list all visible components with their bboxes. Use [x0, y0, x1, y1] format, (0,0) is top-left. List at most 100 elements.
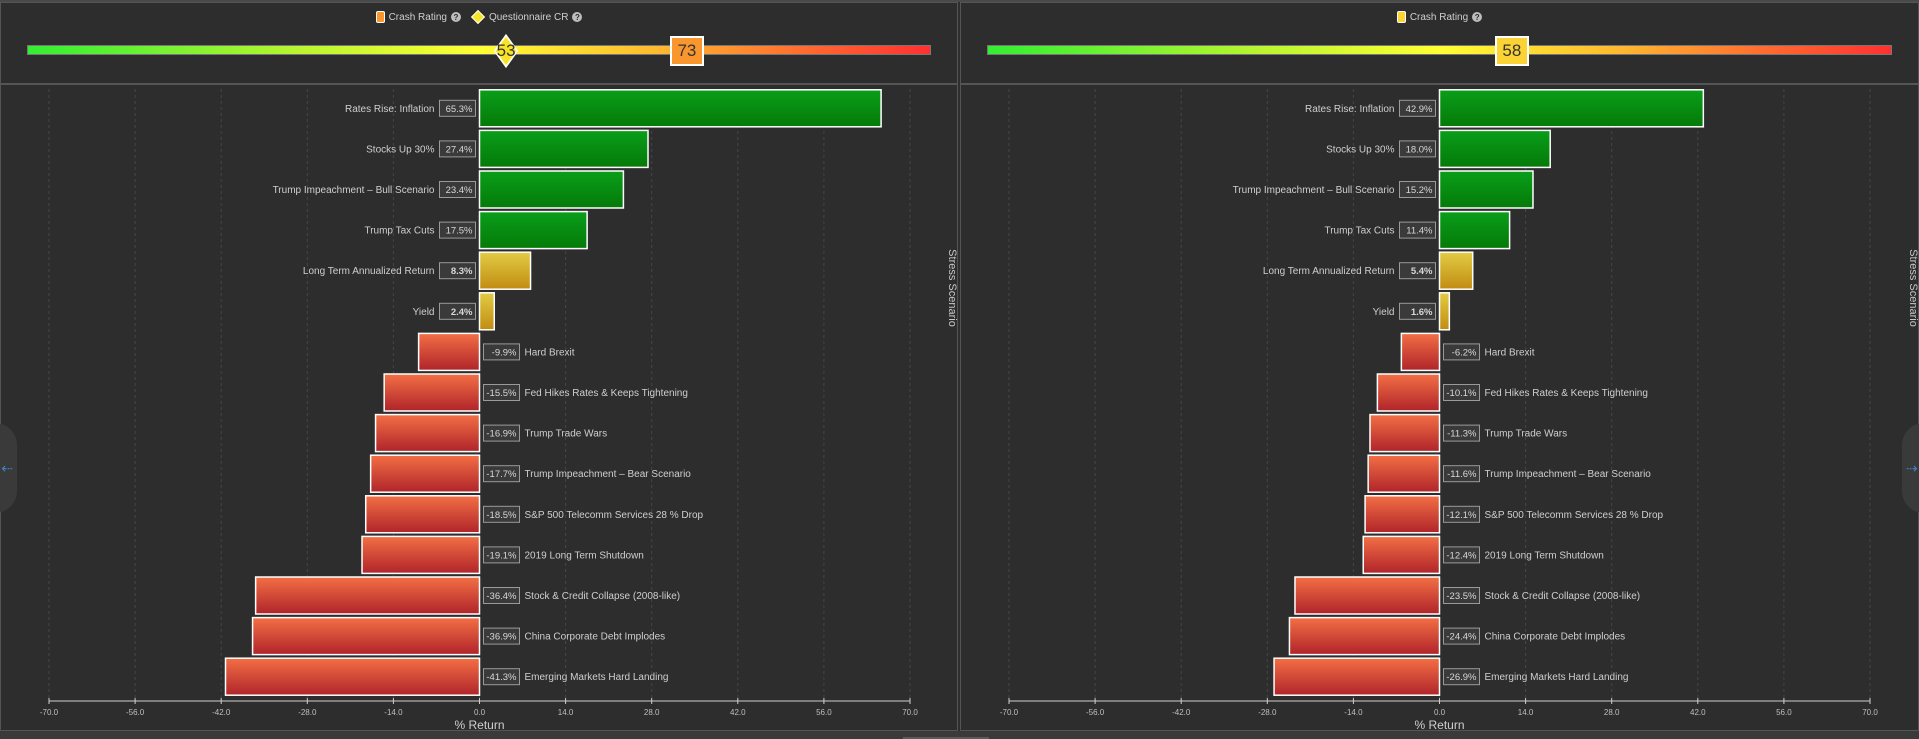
bar[interactable] — [361, 535, 481, 575]
x-tick-label: -70.0 — [40, 708, 59, 717]
horizontal-scrollbar[interactable] — [0, 731, 1919, 739]
bar[interactable] — [1376, 373, 1441, 412]
bar[interactable] — [1438, 89, 1705, 128]
questionnaire-cr-marker[interactable]: 53 — [488, 33, 524, 69]
bar[interactable] — [1288, 616, 1441, 656]
help-icon[interactable]: ? — [572, 12, 583, 22]
value-label-box — [1399, 181, 1436, 198]
value-label-box — [1443, 465, 1480, 483]
value-label: -11.6% — [1447, 469, 1477, 480]
x-tick-label: 28.0 — [1604, 708, 1620, 717]
x-tick-label: -14.0 — [384, 708, 403, 717]
value-label: -10.1% — [1446, 388, 1477, 399]
value-label-box — [1399, 262, 1436, 280]
arrow-left-icon: ⇠ — [1, 459, 13, 476]
value-label-box — [1443, 343, 1480, 361]
value-label: 17.5% — [446, 226, 473, 237]
bar[interactable] — [478, 292, 496, 331]
marker-value: 53 — [496, 41, 516, 60]
category-label: Emerging Markets Hard Landing — [525, 672, 669, 683]
value-label-box — [439, 302, 476, 320]
legend-label: Crash Rating — [1409, 11, 1469, 23]
value-label-box — [439, 181, 476, 198]
bar[interactable] — [374, 413, 481, 453]
stress-scenario-chart: -70.0 -56.0 -42.0 -28.0 -14.0 0.0 14.0 28.0 42.0… — [1000, 89, 1919, 732]
legend-item-crash-rating[interactable]: Crash Rating ? — [375, 11, 461, 23]
bar[interactable] — [1273, 657, 1441, 696]
value-label: 18.0% — [1406, 144, 1433, 155]
value-label: 2.4% — [451, 307, 473, 318]
bar[interactable] — [1367, 454, 1441, 493]
help-icon[interactable]: ? — [450, 12, 461, 22]
x-tick-label: 56.0 — [1776, 708, 1792, 717]
x-tick-label: 42.0 — [730, 708, 746, 717]
category-label: Long Term Annualized Return — [303, 266, 435, 277]
value-label: 15.2% — [1406, 185, 1433, 196]
bar[interactable] — [1438, 170, 1534, 209]
y-axis-title: Stress Scenario — [1907, 249, 1919, 327]
legend-label: Crash Rating — [388, 11, 447, 23]
value-label: -15.5% — [486, 388, 517, 399]
bar[interactable] — [478, 170, 625, 209]
x-axis-title: % Return — [454, 718, 504, 732]
legend-label: Questionnaire CR — [488, 11, 569, 23]
next-button[interactable]: ⇢ — [1902, 423, 1919, 513]
bar[interactable] — [251, 616, 481, 656]
bar[interactable] — [1294, 576, 1441, 615]
bar[interactable] — [478, 89, 882, 128]
bar[interactable] — [254, 576, 481, 615]
bar[interactable] — [1400, 332, 1441, 372]
bar-row: -12.4% 2019 Long Term Shutdown — [1362, 535, 1604, 575]
category-label: Trump Impeachment – Bull Scenario — [273, 185, 435, 196]
bar[interactable] — [417, 332, 481, 372]
y-axis-title: Stress Scenario — [946, 249, 958, 327]
bar[interactable] — [1438, 129, 1551, 169]
x-tick-label: -56.0 — [1086, 708, 1105, 717]
bar-row: -23.5% Stock & Credit Collapse (2008-like… — [1294, 576, 1640, 615]
bar[interactable] — [1438, 251, 1474, 290]
value-label: 27.4% — [446, 144, 473, 155]
legend: Crash Rating ? — [961, 11, 1918, 23]
category-label: Fed Hikes Rates & Keeps Tightening — [1485, 388, 1648, 399]
value-label: 42.9% — [1406, 104, 1433, 115]
value-label-box — [439, 221, 476, 239]
legend-item-questionnaire-cr[interactable]: Questionnaire CR ? — [470, 9, 583, 25]
category-label: 2019 Long Term Shutdown — [1485, 550, 1604, 561]
value-label-box — [439, 140, 476, 158]
bar[interactable] — [224, 657, 481, 696]
category-label: Fed Hikes Rates & Keeps Tightening — [525, 388, 688, 399]
help-icon[interactable]: ? — [1472, 12, 1483, 22]
value-label-box — [483, 505, 520, 523]
bar[interactable] — [369, 454, 481, 493]
bar-row: 1.6% Yield — [1373, 292, 1451, 331]
value-label: -6.2% — [1452, 347, 1477, 358]
legend-item-crash-rating[interactable]: Crash Rating ? — [1396, 11, 1483, 23]
bar-row: -11.6% Trump Impeachment – Bear Scenario — [1367, 454, 1651, 493]
bar[interactable] — [1438, 292, 1451, 331]
bar[interactable] — [478, 210, 588, 250]
bar[interactable] — [1364, 495, 1441, 534]
bar[interactable] — [1362, 535, 1441, 575]
crash-rating-marker[interactable]: 58 — [1494, 36, 1529, 66]
x-axis-title: % Return — [1414, 718, 1464, 732]
bar[interactable] — [478, 251, 532, 290]
bar[interactable] — [383, 373, 481, 412]
bar[interactable] — [1369, 413, 1441, 453]
bar-row: 17.5% Trump Tax Cuts — [364, 210, 588, 250]
bar[interactable] — [364, 495, 481, 534]
category-label: S&P 500 Telecomm Services 28 % Drop — [525, 510, 704, 521]
previous-button[interactable]: ⇠ — [0, 423, 17, 513]
x-tick-label: -28.0 — [298, 708, 317, 717]
crash-rating-marker[interactable]: 73 — [669, 36, 704, 66]
bar[interactable] — [478, 129, 649, 169]
bar-row: -26.9% Emerging Markets Hard Landing — [1273, 657, 1628, 696]
bar[interactable] — [1438, 210, 1511, 250]
x-tick-label: 28.0 — [644, 708, 660, 717]
bar-row: -36.9% China Corporate Debt Implodes — [251, 616, 665, 656]
value-label: 65.3% — [446, 104, 473, 115]
x-tick-label: -70.0 — [1000, 708, 1019, 717]
scrollbar-thumb[interactable] — [903, 737, 989, 739]
bar-row: -11.3% Trump Trade Wars — [1369, 413, 1567, 453]
bar-row: 2.4% Yield — [413, 292, 496, 331]
value-label-box — [483, 627, 520, 645]
